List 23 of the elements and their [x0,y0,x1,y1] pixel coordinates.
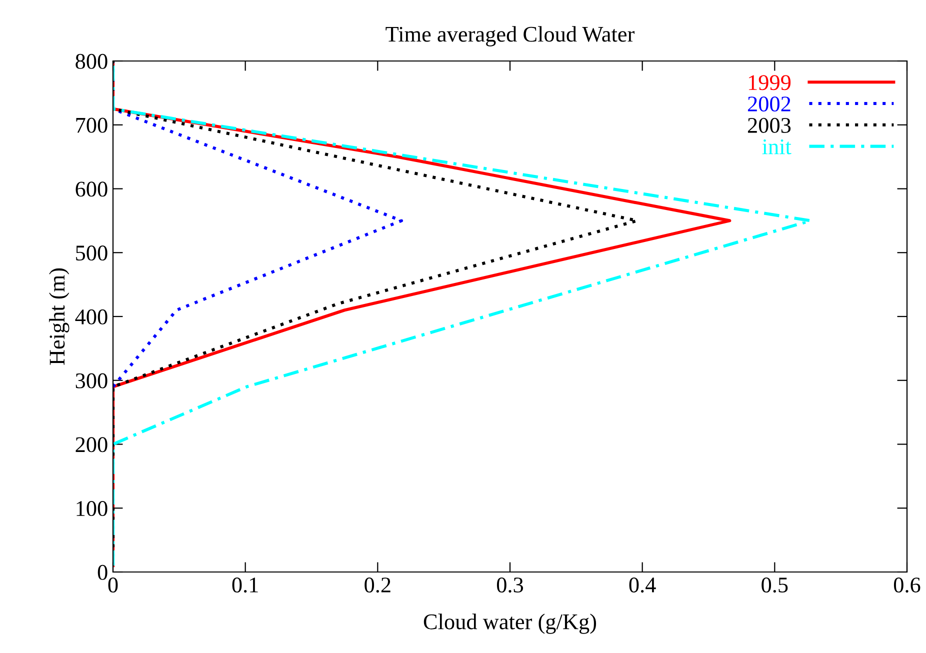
chart-title: Time averaged Cloud Water [386,26,635,46]
legend-label: init [762,139,792,154]
y-tick-label: 300 [76,373,108,388]
x-tick-label: 0.2 [364,578,390,593]
y-tick-label: 400 [75,309,108,324]
y-tick-label: 700 [76,118,108,133]
x-axis-title: Cloud water (g/Kg) [424,614,596,634]
x-tick-label: 0 [108,578,118,592]
x-tick-label: 0.6 [894,578,920,593]
y-tick-label: 600 [76,182,108,197]
y-tick-label: 100 [76,501,108,516]
legend-label: 2003 [748,118,791,133]
x-tick-label: 0.4 [629,578,656,593]
y-tick-label: 200 [76,437,108,452]
x-tick-label: 0.3 [496,578,524,593]
x-tick-label: 0.1 [232,578,258,593]
y-tick-label: 500 [76,246,108,261]
y-axis-title: Height (m) [49,268,70,365]
y-tick-label: 800 [76,54,108,69]
legend-label: 2002 [748,96,790,112]
y-tick-label: 0 [98,564,108,580]
legend-label: 1999 [748,75,791,90]
x-tick-label: 0.5 [762,578,788,593]
